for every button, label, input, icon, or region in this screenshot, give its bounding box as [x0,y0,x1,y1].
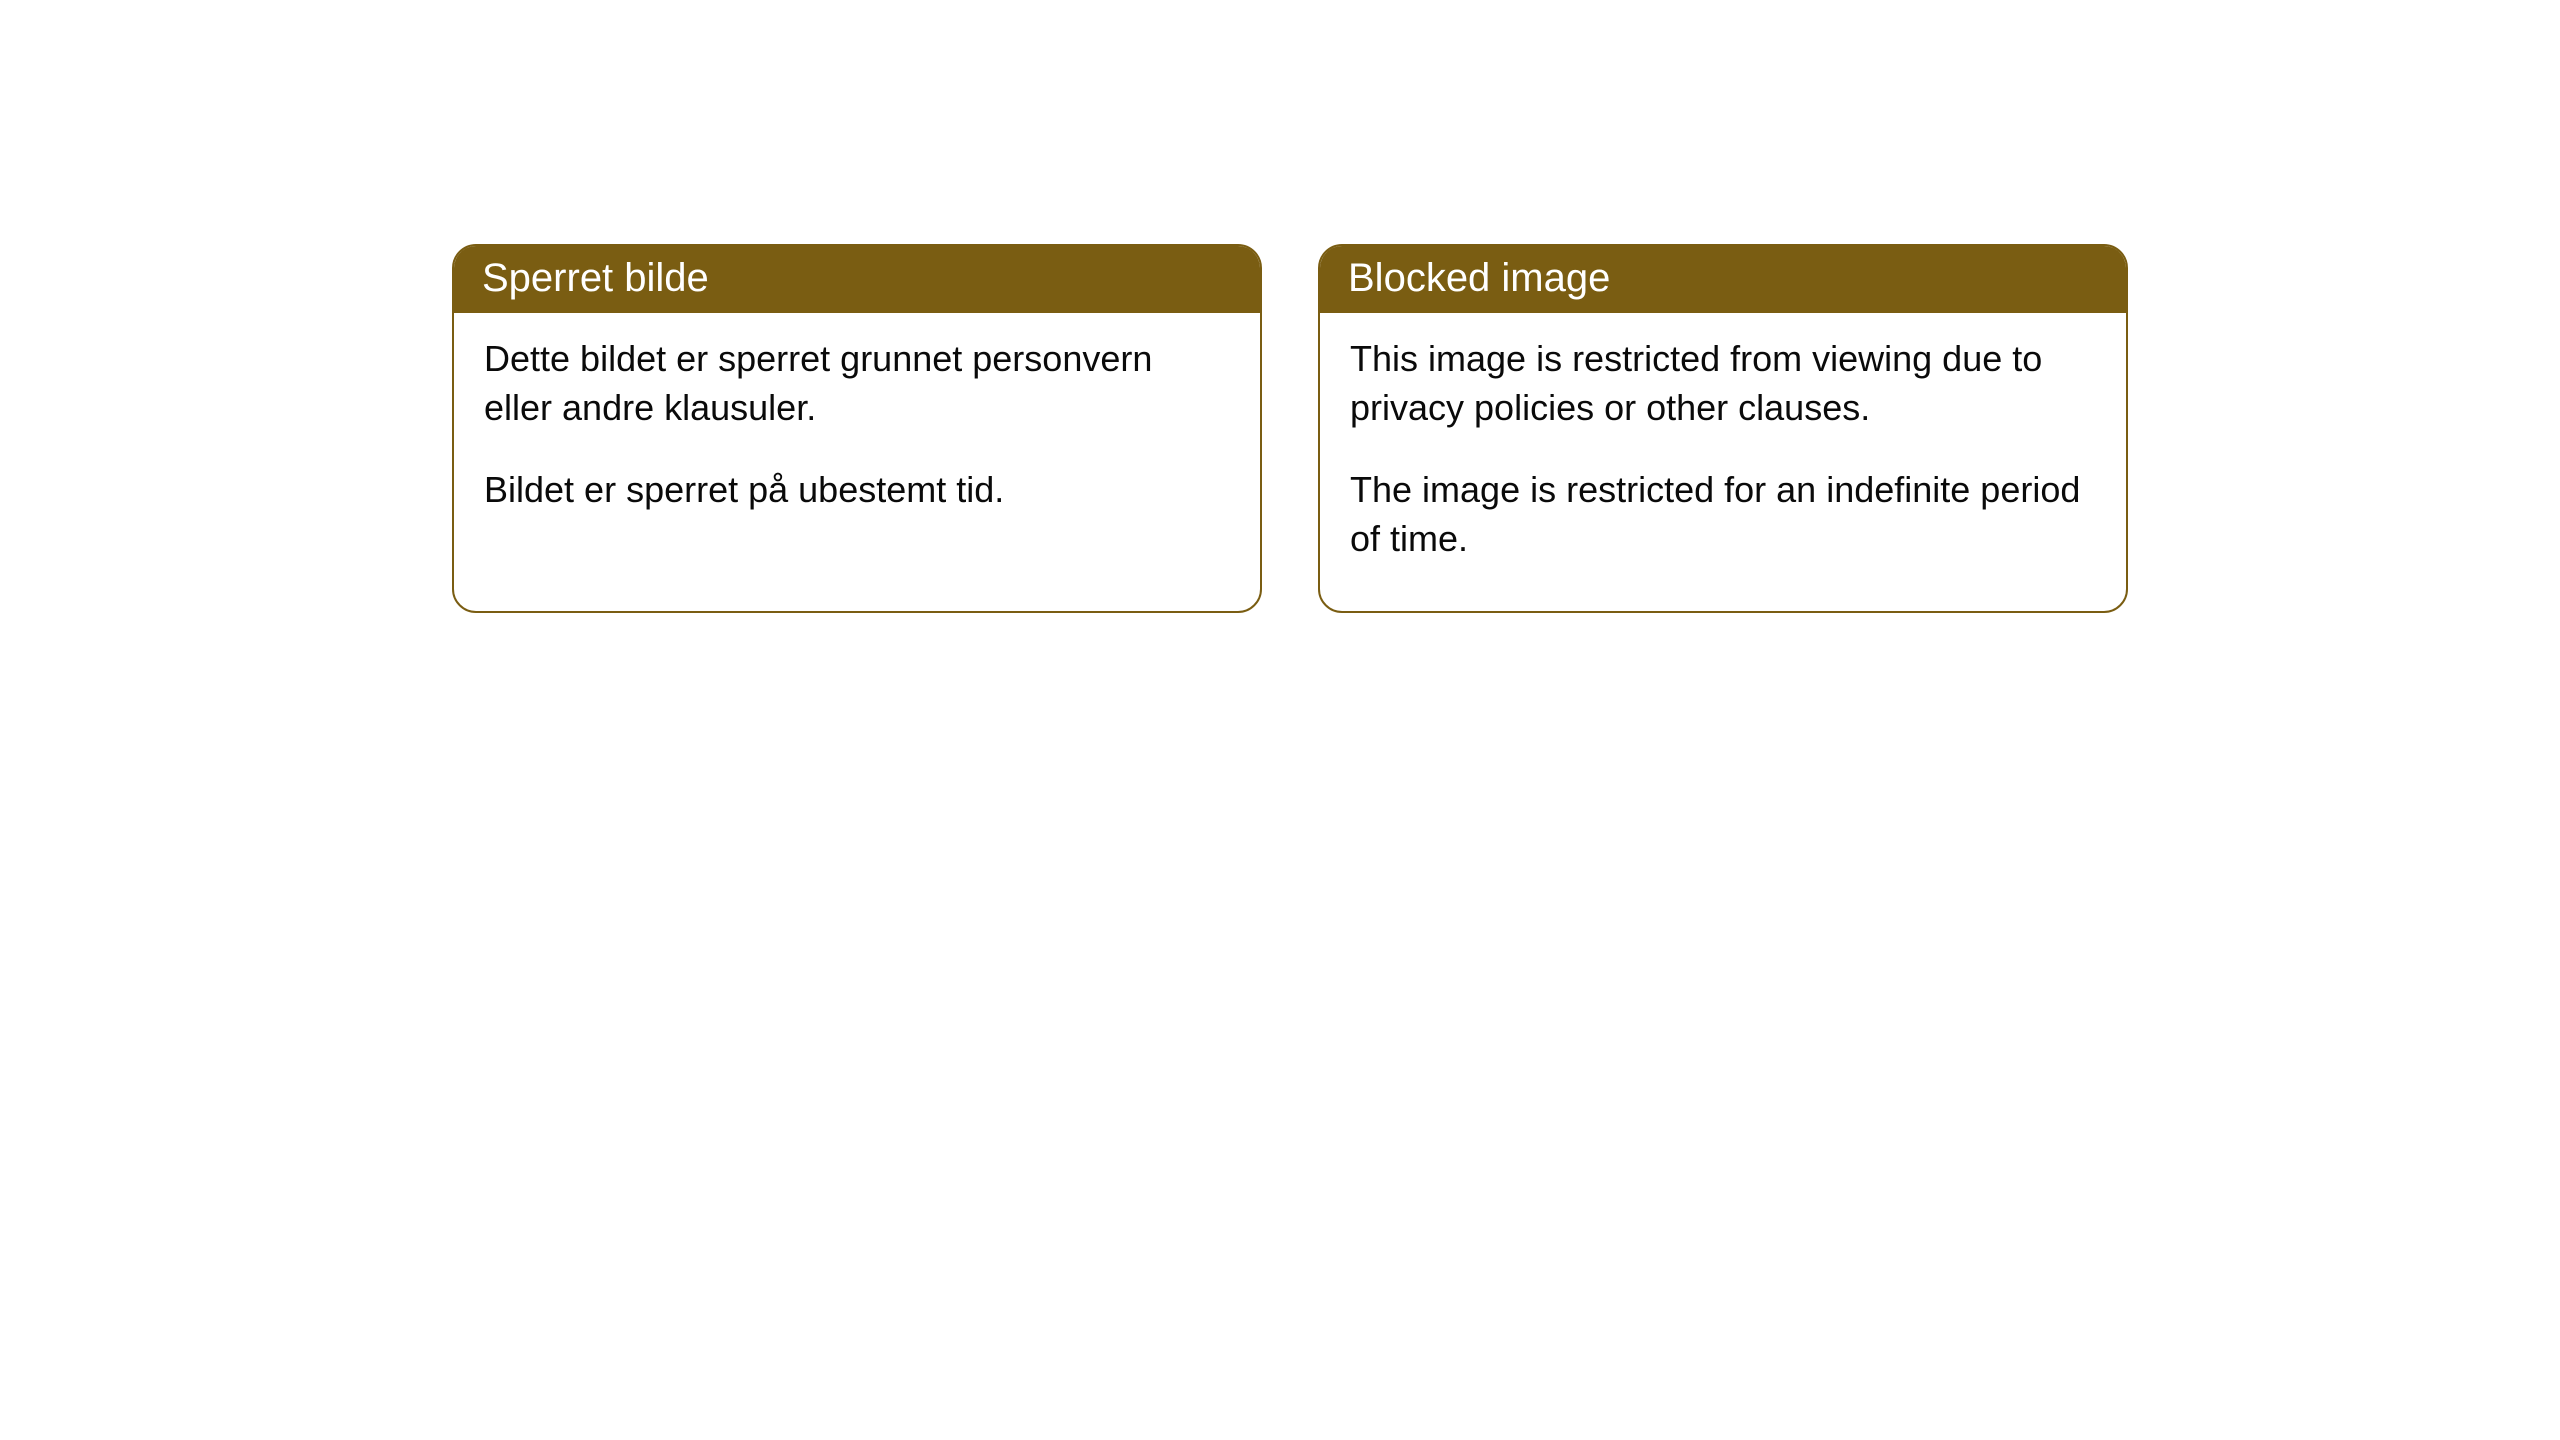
notice-card-norwegian: Sperret bilde Dette bildet er sperret gr… [452,244,1262,613]
card-body-norwegian: Dette bildet er sperret grunnet personve… [454,313,1260,563]
card-paragraph: Dette bildet er sperret grunnet personve… [484,335,1230,432]
notice-card-english: Blocked image This image is restricted f… [1318,244,2128,613]
notice-cards-container: Sperret bilde Dette bildet er sperret gr… [452,244,2128,613]
card-body-english: This image is restricted from viewing du… [1320,313,2126,611]
card-header-english: Blocked image [1320,246,2126,313]
card-paragraph: The image is restricted for an indefinit… [1350,466,2096,563]
card-title: Blocked image [1348,256,1610,300]
card-paragraph: Bildet er sperret på ubestemt tid. [484,466,1230,515]
card-title: Sperret bilde [482,256,709,300]
card-header-norwegian: Sperret bilde [454,246,1260,313]
card-paragraph: This image is restricted from viewing du… [1350,335,2096,432]
